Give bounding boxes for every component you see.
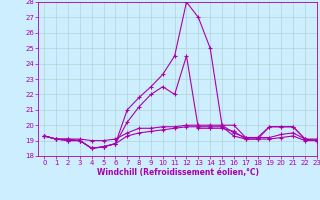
X-axis label: Windchill (Refroidissement éolien,°C): Windchill (Refroidissement éolien,°C) bbox=[97, 168, 259, 177]
